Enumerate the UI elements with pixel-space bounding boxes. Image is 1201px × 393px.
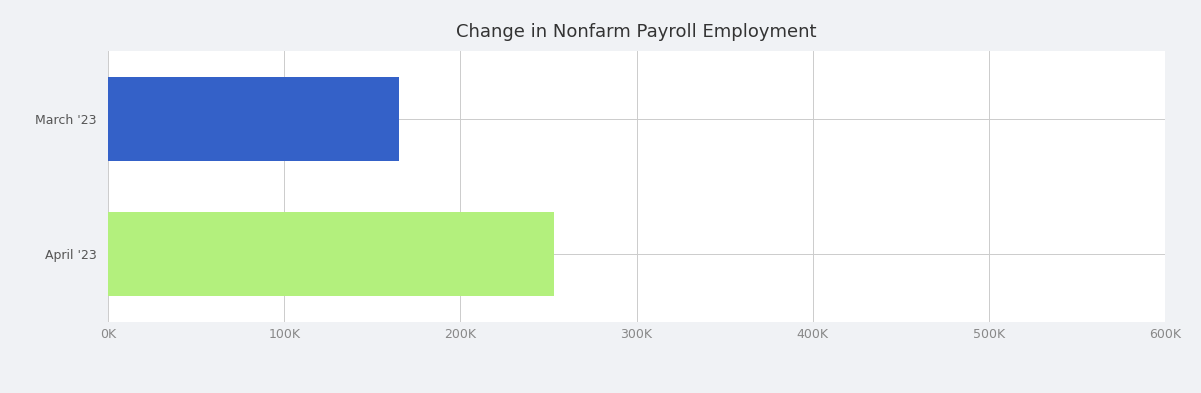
Bar (108, 77, 399, 161)
Bar (108, 213, 554, 296)
Title: Change in Nonfarm Payroll Employment: Change in Nonfarm Payroll Employment (456, 23, 817, 41)
